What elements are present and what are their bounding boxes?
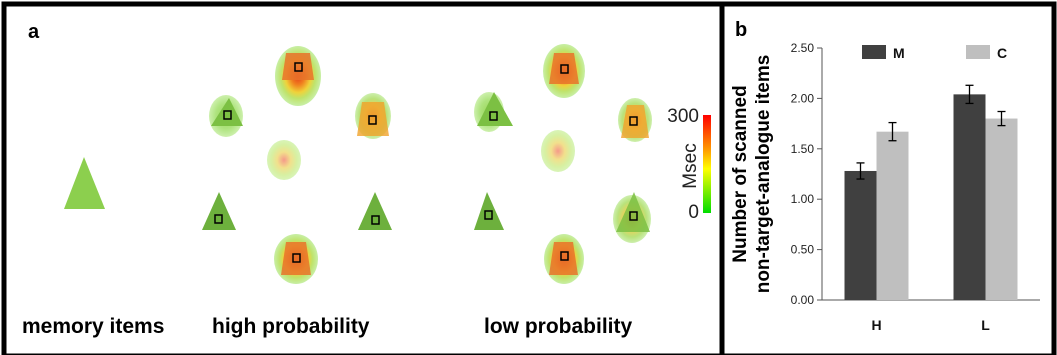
- low-probability-display: [474, 44, 652, 284]
- fixation-marker: [484, 210, 493, 220]
- legend-swatch-C: [966, 45, 990, 59]
- y-axis-label-line1: Number of scanned: [730, 85, 751, 262]
- colorbar-max-label: 300: [667, 106, 699, 127]
- trapezoid-icon: [357, 102, 389, 136]
- bar-chart: 0.00 0.50 1.00 1.50 2.00 2.50 H L M C: [791, 41, 1040, 333]
- y-tick-label: 1.50: [791, 142, 815, 156]
- memory-triangle-icon: [64, 157, 105, 209]
- trapezoid-icon: [549, 53, 579, 84]
- colorbar-unit-label: Msec: [680, 143, 701, 188]
- y-tick-label: 0.50: [791, 243, 815, 257]
- fixation-marker: [560, 251, 569, 261]
- fixation-marker: [214, 214, 223, 224]
- trapezoid-icon: [281, 242, 311, 275]
- low-probability-label: low probability: [484, 315, 632, 338]
- trapezoid-icon: [282, 53, 314, 80]
- legend-swatch-M: [862, 45, 886, 59]
- y-tick-label: 2.00: [791, 91, 815, 105]
- colorbar: [703, 115, 711, 213]
- fixation-marker: [294, 62, 303, 72]
- fixation-marker: [560, 64, 569, 74]
- bar-C-L: [985, 118, 1018, 300]
- fixation-marker: [371, 215, 380, 225]
- triangle-icon: [202, 192, 236, 230]
- y-tick-label: 2.50: [791, 41, 815, 55]
- bar-M-H: [844, 170, 877, 300]
- y-axis-label-line2: non-target-analogue items: [753, 55, 774, 294]
- high-probability-label: high probability: [212, 315, 370, 338]
- triangle-icon: [358, 192, 392, 230]
- panel-b-label: b: [735, 19, 747, 41]
- fixation-marker: [292, 253, 301, 263]
- triangle-icon: [211, 98, 243, 126]
- fixation-marker: [629, 211, 638, 221]
- colorbar-min-label: 0: [688, 202, 699, 223]
- heatmap-blob: [541, 130, 575, 172]
- x-tick-label: H: [871, 317, 881, 333]
- y-tick-label: 1.00: [791, 192, 815, 206]
- memory-items-label: memory items: [22, 315, 164, 338]
- heatmap-blob: [267, 140, 301, 180]
- legend-label-C: C: [997, 45, 1007, 61]
- fixation-marker: [223, 110, 232, 120]
- fixation-marker: [629, 116, 638, 126]
- high-probability-display: [202, 46, 392, 284]
- panel-a-label: a: [28, 21, 40, 43]
- trapezoid-icon: [621, 105, 649, 138]
- bar-M-L: [953, 94, 986, 300]
- triangle-icon: [477, 92, 513, 126]
- fixation-marker: [368, 115, 377, 125]
- x-tick-label: L: [981, 317, 990, 333]
- legend-label-M: M: [893, 45, 905, 61]
- trapezoid-icon: [549, 242, 578, 275]
- y-tick-label: 0.00: [791, 293, 815, 307]
- fixation-marker: [489, 111, 498, 121]
- bar-C-H: [876, 131, 909, 300]
